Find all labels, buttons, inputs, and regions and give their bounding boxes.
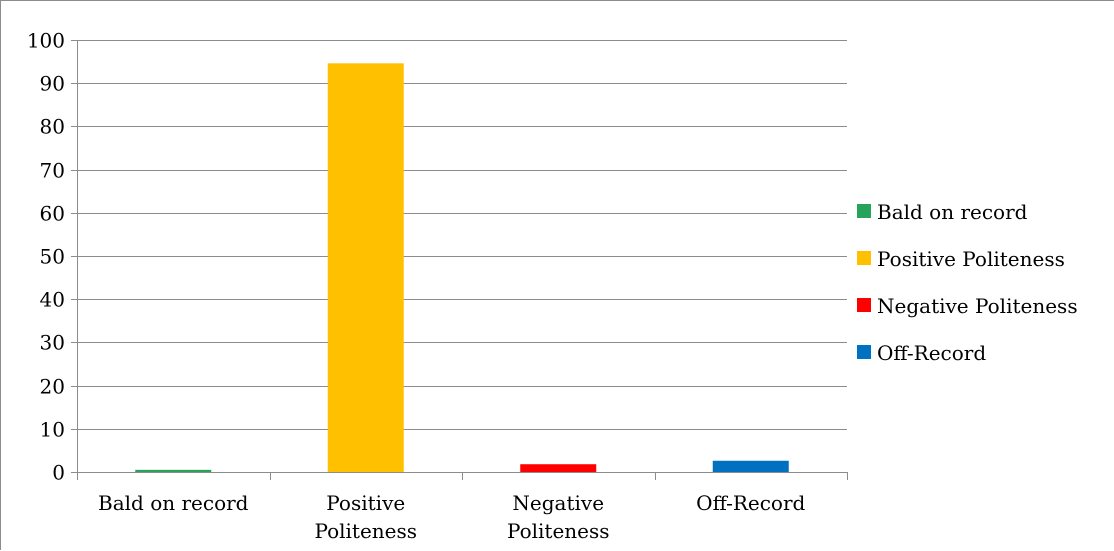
- legend-label: Off-Record: [877, 341, 986, 365]
- x-category-label: Off-Record: [696, 491, 805, 515]
- y-tick-label: 90: [40, 72, 65, 96]
- y-tick-labels: 0 10 20 30 40 50 60 70 80 90 100: [27, 29, 65, 485]
- y-tick-label: 10: [40, 418, 65, 442]
- axes: [71, 40, 848, 480]
- x-category-label: Negative: [512, 491, 604, 515]
- legend-label: Positive Politeness: [877, 247, 1065, 271]
- y-tick-label: 20: [40, 375, 65, 399]
- legend-swatch: [857, 251, 871, 265]
- bars: [135, 63, 789, 472]
- x-category-label: Bald on record: [98, 491, 249, 515]
- x-category-labels: Bald on record Positive Politeness Negative…: [98, 491, 806, 543]
- y-tick-label: 30: [40, 331, 65, 355]
- bar-positive-politeness: [327, 63, 404, 472]
- y-tick-label: 70: [40, 159, 65, 183]
- y-tick-label: 0: [52, 461, 65, 485]
- x-category-label: Politeness: [507, 519, 610, 543]
- x-category-label: Politeness: [314, 519, 417, 543]
- legend-label: Bald on record: [877, 200, 1028, 224]
- bar-off-record: [712, 460, 789, 472]
- legend-swatch: [857, 345, 871, 359]
- gridlines: [77, 40, 847, 430]
- y-tick-label: 50: [40, 245, 65, 269]
- bar-bald-on-record: [135, 469, 212, 472]
- legend-swatch: [857, 204, 871, 218]
- y-tick-label: 60: [40, 202, 65, 226]
- legend-label: Negative Politeness: [877, 294, 1078, 318]
- x-category-label: Positive: [326, 491, 405, 515]
- legend: Bald on record Positive Politeness Negativ…: [857, 200, 1078, 365]
- y-tick-label: 80: [40, 115, 65, 139]
- legend-swatch: [857, 298, 871, 312]
- y-tick-label: 100: [27, 29, 65, 53]
- y-tick-label: 40: [40, 288, 65, 312]
- bar-negative-politeness: [520, 464, 597, 472]
